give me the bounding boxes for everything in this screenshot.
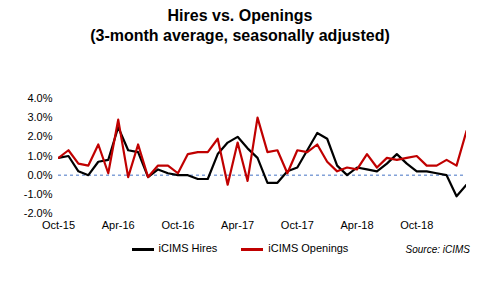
svg-text:Apr-17: Apr-17 — [221, 219, 254, 231]
svg-text:3.0%: 3.0% — [27, 111, 52, 123]
html-text:(3-month average, seasonally a: (3-month average, seasonally adjusted) — [90, 27, 390, 44]
svg-text:4.0%: 4.0% — [27, 92, 52, 104]
svg-text:Oct-17: Oct-17 — [281, 219, 314, 231]
svg-text:1.0%: 1.0% — [27, 150, 52, 162]
svg-text:Oct-16: Oct-16 — [161, 219, 194, 231]
svg-text:0.0%: 0.0% — [27, 169, 52, 181]
svg-text:2.0%: 2.0% — [27, 130, 52, 142]
html-text:Hires vs. Openings: Hires vs. Openings — [167, 7, 313, 24]
html-text:iCIMS Openings: iCIMS Openings — [268, 242, 349, 254]
html-text:Source: iCIMS: Source: iCIMS — [405, 244, 470, 255]
svg-text:Apr-18: Apr-18 — [341, 219, 374, 231]
html-text:iCIMS Hires: iCIMS Hires — [158, 242, 218, 254]
svg-text:-1.0%: -1.0% — [24, 188, 53, 200]
svg-text:Oct-15: Oct-15 — [42, 219, 75, 231]
svg-text:Apr-16: Apr-16 — [102, 219, 135, 231]
svg-text:Oct-18: Oct-18 — [400, 219, 433, 231]
svg-text:-2.0%: -2.0% — [24, 207, 53, 219]
